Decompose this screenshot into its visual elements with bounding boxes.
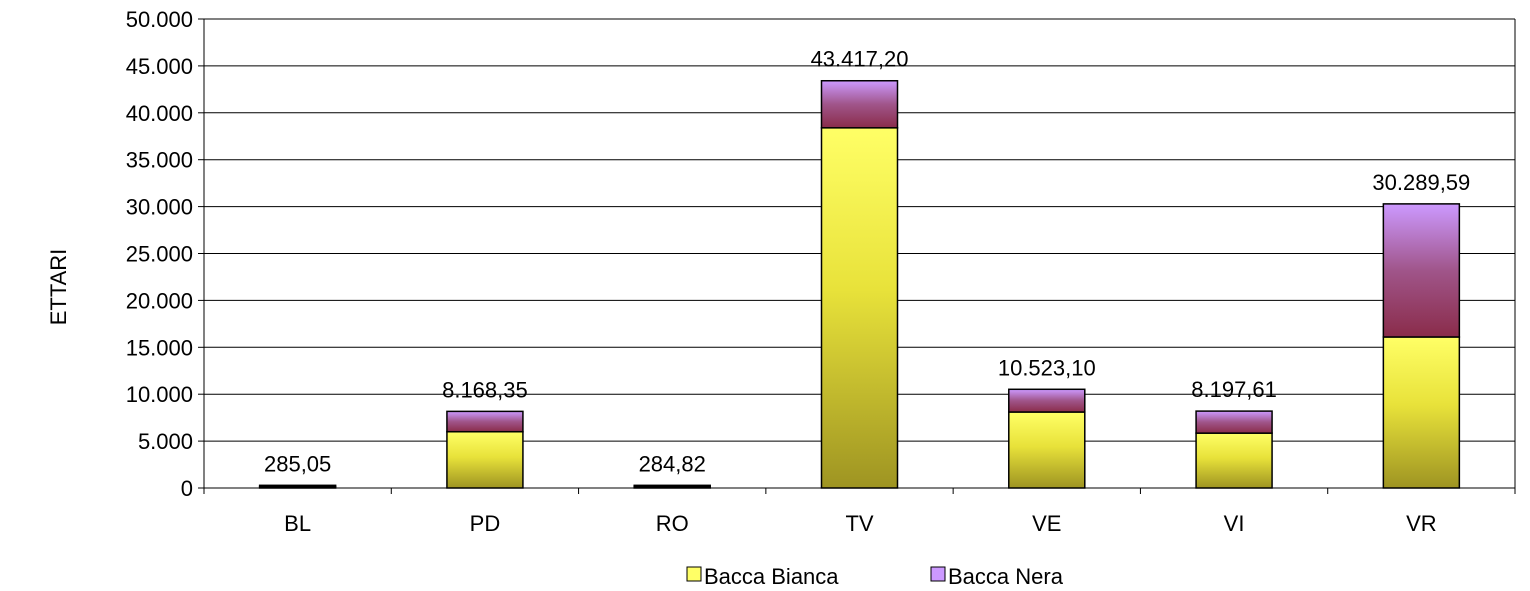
x-tick-label: PD <box>470 511 501 536</box>
bar-segment-bacca-nera <box>633 484 711 488</box>
bar-segment-bacca-nera <box>820 79 899 129</box>
data-label-total: 8.168,35 <box>442 377 528 402</box>
bar-segment-bacca-bianca <box>446 430 524 489</box>
y-tick-label: 40.000 <box>126 101 193 126</box>
x-tick-label: RO <box>656 511 689 536</box>
bar-segment-bacca-nera <box>1382 203 1461 338</box>
y-tick-label: 15.000 <box>126 335 193 360</box>
y-tick-label: 25.000 <box>126 242 193 267</box>
x-tick-label: TV <box>845 511 873 536</box>
bar-segment-bacca-nera <box>1195 410 1273 434</box>
legend-swatch <box>930 566 946 582</box>
bar-segment-bacca-bianca <box>1008 411 1086 489</box>
x-tick-label: VI <box>1224 511 1245 536</box>
x-tick-label: VR <box>1406 511 1437 536</box>
y-tick-label: 50.000 <box>126 7 193 32</box>
bar-segment-bacca-nera <box>258 484 337 488</box>
data-label-total: 284,82 <box>639 451 706 476</box>
data-label-total: 285,05 <box>264 451 331 476</box>
data-labels: 285,05 8.168,35 284,82 43.417,20 10.523,10 8.… <box>264 47 1470 477</box>
legend: Bacca Bianca Bacca Nera <box>686 564 1064 589</box>
y-tick-label: 0 <box>181 476 193 501</box>
y-axis-label: ETTARI <box>46 249 71 326</box>
y-tick-label: 10.000 <box>126 382 193 407</box>
data-label-total: 10.523,10 <box>998 355 1096 380</box>
data-label-total: 43.417,20 <box>811 47 909 72</box>
y-tick-label: 45.000 <box>126 54 193 79</box>
bar-segment-bacca-bianca <box>820 127 899 489</box>
bar-segment-bacca-bianca <box>1382 336 1461 489</box>
y-tick-label: 30.000 <box>126 195 193 220</box>
y-tick-label: 5.000 <box>138 429 193 454</box>
bar-segment-bacca-bianca <box>1195 432 1273 489</box>
x-tick-label: BL <box>284 511 311 536</box>
legend-label: Bacca Nera <box>948 564 1064 589</box>
x-tick-label: VE <box>1032 511 1061 536</box>
bars <box>258 79 1461 489</box>
axes: 0 5.000 10.000 15.000 20.000 25.000 30.000 35.0… <box>126 7 1516 536</box>
bar-segment-bacca-nera <box>1008 388 1086 413</box>
y-tick-label: 35.000 <box>126 148 193 173</box>
data-label-total: 30.289,59 <box>1372 170 1470 195</box>
data-label-total: 8.197,61 <box>1191 377 1277 402</box>
bar-segment-bacca-nera <box>446 410 524 433</box>
legend-swatch <box>686 566 702 582</box>
y-tick-label: 20.000 <box>126 288 193 313</box>
legend-label: Bacca Bianca <box>704 564 839 589</box>
